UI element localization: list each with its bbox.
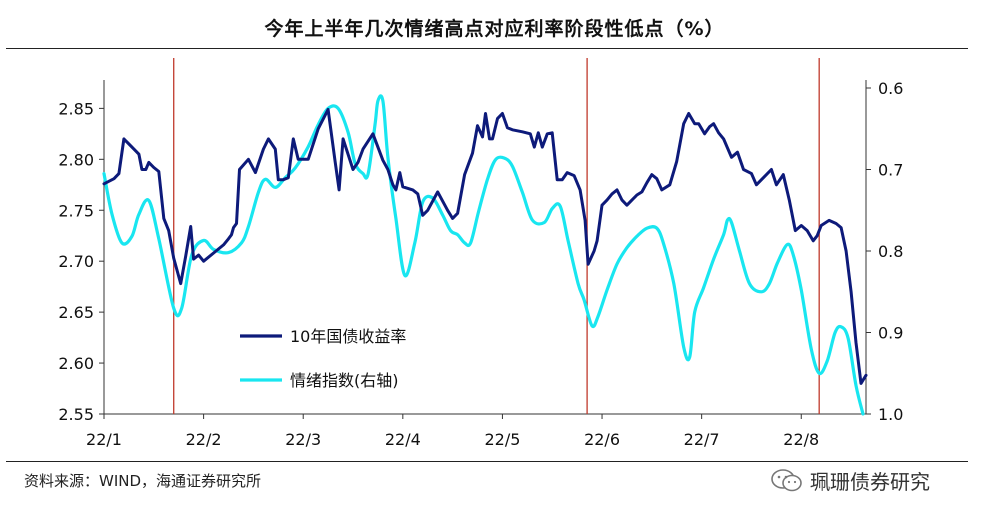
title-rule bbox=[6, 48, 968, 49]
right-tick-label: 0.9 bbox=[878, 324, 903, 343]
axes: 2.85 2.80 2.75 2.70 2.65 2.60 2.55 0.6 0.7 0.8 0.9… bbox=[58, 79, 903, 449]
series-line-sentiment bbox=[102, 94, 865, 416]
left-tick-label: 2.75 bbox=[58, 201, 94, 220]
x-tick-label: 22/1 bbox=[86, 430, 122, 449]
x-tick-label: 22/4 bbox=[385, 430, 421, 449]
wechat-icon bbox=[770, 468, 804, 494]
x-tick-label: 22/3 bbox=[285, 430, 321, 449]
left-tick-label: 2.70 bbox=[58, 252, 94, 271]
x-tick-label: 22/2 bbox=[186, 430, 222, 449]
x-tick-label: 22/6 bbox=[584, 430, 620, 449]
left-tick-label: 2.80 bbox=[58, 150, 94, 169]
right-tick-label: 0.7 bbox=[878, 161, 903, 180]
legend-label: 10年国债收益率 bbox=[290, 327, 406, 346]
left-tick-label: 2.60 bbox=[58, 354, 94, 373]
footer-rule bbox=[6, 461, 968, 462]
watermark-text: 珮珊债券研究 bbox=[810, 470, 930, 494]
x-tick-label: 22/7 bbox=[684, 430, 720, 449]
series-line-bond-yield bbox=[102, 107, 868, 385]
left-tick-label: 2.65 bbox=[58, 303, 94, 322]
chart-title: 今年上半年几次情绪高点对应利率阶段性低点（%） bbox=[264, 18, 725, 40]
legend-label: 情绪指数(右轴) bbox=[290, 371, 399, 390]
right-tick-label: 1.0 bbox=[878, 405, 903, 424]
x-tick-label: 22/5 bbox=[484, 430, 520, 449]
right-tick-label: 0.8 bbox=[878, 242, 903, 261]
x-tick-label: 22/8 bbox=[783, 430, 819, 449]
right-tick-label: 0.6 bbox=[878, 79, 903, 98]
left-tick-label: 2.55 bbox=[58, 405, 94, 424]
watermark: 珮珊债券研究 bbox=[770, 466, 930, 495]
left-tick-label: 2.85 bbox=[58, 99, 94, 118]
series-layer bbox=[102, 94, 868, 416]
source-note: 资料来源：WIND，海通证券研究所 bbox=[24, 472, 262, 490]
